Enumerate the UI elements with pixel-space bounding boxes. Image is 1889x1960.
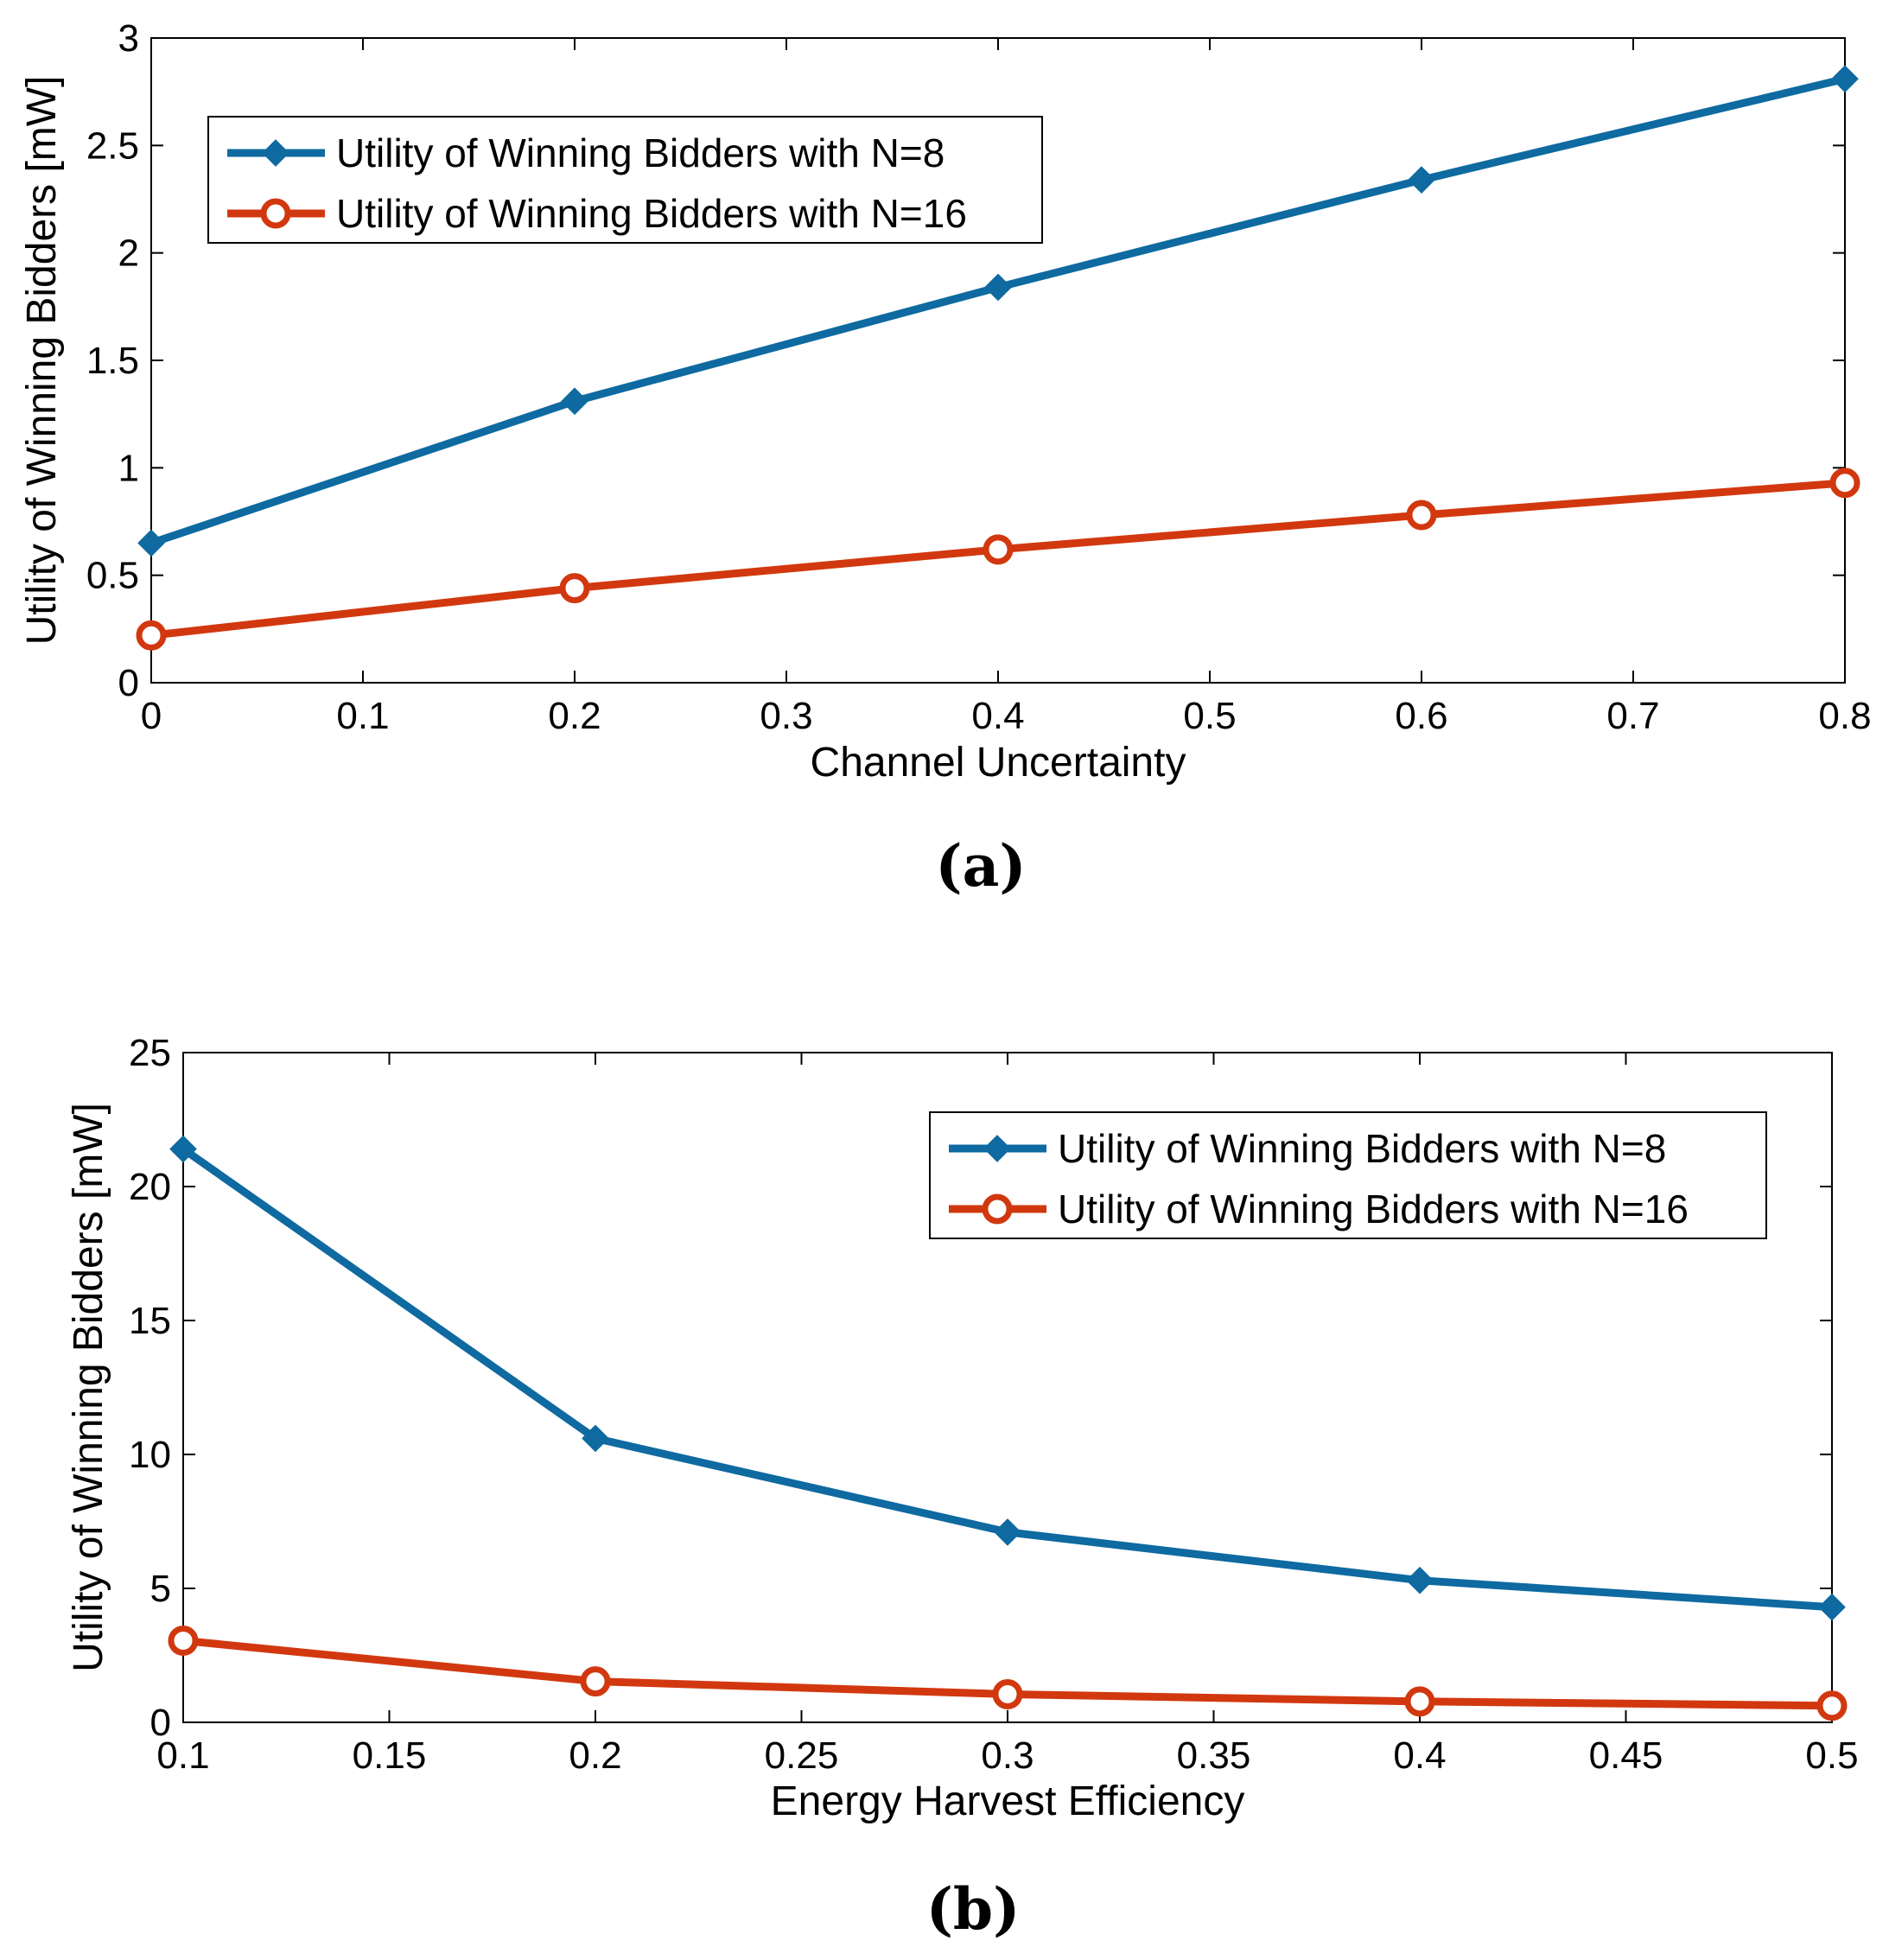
marker-circle [580,1666,611,1697]
x-tick-label: 0.4 [1393,1734,1446,1777]
legend-entry-2: Utility of Winning Bidders with N=16 [227,191,967,236]
marker-circle [559,573,590,604]
marker-circle [1829,468,1860,499]
y-tick-label: 5 [150,1568,171,1610]
legend-box [929,1111,1767,1239]
series-2 [168,1625,1848,1721]
x-axis-label: Channel Uncertainty [811,740,1186,786]
marker-diamond [1406,1566,1434,1594]
x-tick-label: 0.6 [1395,695,1447,737]
x-tick-label: 0.2 [548,695,601,737]
x-tick-label: 0.3 [981,1734,1034,1777]
x-tick-label: 0.5 [1805,1734,1858,1777]
x-axis-label: Energy Harvest Efficiency [771,1779,1245,1824]
marker-circle [1404,1686,1435,1717]
marker-circle [1406,500,1437,531]
marker-circle [136,620,167,651]
legend-label: Utility of Winning Bidders with N=8 [1058,1126,1666,1171]
marker-diamond [262,139,289,167]
x-tick-label: 0.2 [569,1734,621,1777]
marker-circle [260,198,291,229]
legend: Utility of Winning Bidders with N=8 Utili… [207,116,1043,244]
legend-entry-1: Utility of Winning Bidders with N=8 [949,1126,1666,1171]
y-axis-label: Utility of Winning Bidders [mW] [66,1103,111,1672]
marker-diamond [1408,166,1435,194]
y-tick-label: 15 [129,1300,171,1342]
marker-diamond [1818,1593,1846,1621]
marker-diamond [169,1135,197,1163]
figure-caption: (a) [935,832,1026,900]
figure-caption: (b) [926,1875,1021,1943]
legend-label: Utility of Winning Bidders with N=16 [1058,1187,1689,1231]
y-tick-label: 1 [118,447,139,489]
y-tick-label: 3 [118,17,139,60]
x-tick-label: 0.25 [765,1734,839,1777]
series-1 [169,1135,1846,1621]
legend-label: Utility of Winning Bidders with N=16 [336,191,967,236]
marker-circle [1816,1690,1848,1721]
x-tick-label: 0.1 [336,695,389,737]
x-tick-label: 0.7 [1606,695,1659,737]
y-tick-label: 1.5 [86,340,139,382]
marker-diamond [983,1135,1011,1162]
y-tick-label: 25 [129,1032,171,1074]
y-tick-label: 2.5 [86,124,139,167]
legend-box [207,116,1043,244]
marker-diamond [582,1424,609,1453]
legend-entry-2: Utility of Winning Bidders with N=16 [949,1187,1689,1231]
x-tick-label: 0.8 [1818,695,1871,737]
y-tick-label: 10 [129,1434,171,1476]
marker-circle [168,1625,199,1656]
y-tick-label: 20 [129,1166,171,1208]
marker-diamond [984,273,1012,302]
marker-diamond [137,529,165,557]
marker-circle [992,1678,1023,1709]
y-tick-label: 0 [150,1702,171,1744]
x-tick-label: 0 [141,695,162,737]
marker-diamond [994,1518,1021,1546]
series-1 [137,65,1859,557]
x-tick-label: 0.3 [760,695,812,737]
x-tick-label: 0.1 [156,1734,209,1777]
marker-diamond [1831,65,1859,93]
chart-a: 0 0.1 0.2 0.3 0.4 0.5 0.6 0.7 0.8 0 0.5 1 1.5 2 2.5 3 Ch… [19,17,1872,900]
x-tick-label: 0.45 [1589,1734,1663,1777]
legend: Utility of Winning Bidders with N=8 Utili… [929,1111,1767,1239]
marker-circle [983,534,1014,565]
chart-b: 0.1 0.15 0.2 0.25 0.3 0.35 0.4 0.45 0.5 0 5 10 15 20 2… [66,1032,1859,1943]
x-tick-label: 0.5 [1183,695,1236,737]
marker-diamond [561,387,588,416]
y-tick-label: 0.5 [86,555,139,597]
series-2 [136,468,1860,651]
y-tick-label: 0 [118,662,139,704]
legend-entry-1: Utility of Winning Bidders with N=8 [227,130,944,175]
y-axis-label: Utility of Winning Bidders [mW] [19,76,65,646]
x-tick-label: 0.4 [971,695,1024,737]
x-tick-label: 0.15 [353,1734,427,1777]
x-tick-label: 0.35 [1177,1734,1251,1777]
y-tick-label: 2 [118,232,139,275]
legend-label: Utility of Winning Bidders with N=8 [336,130,944,175]
marker-circle [982,1193,1013,1225]
